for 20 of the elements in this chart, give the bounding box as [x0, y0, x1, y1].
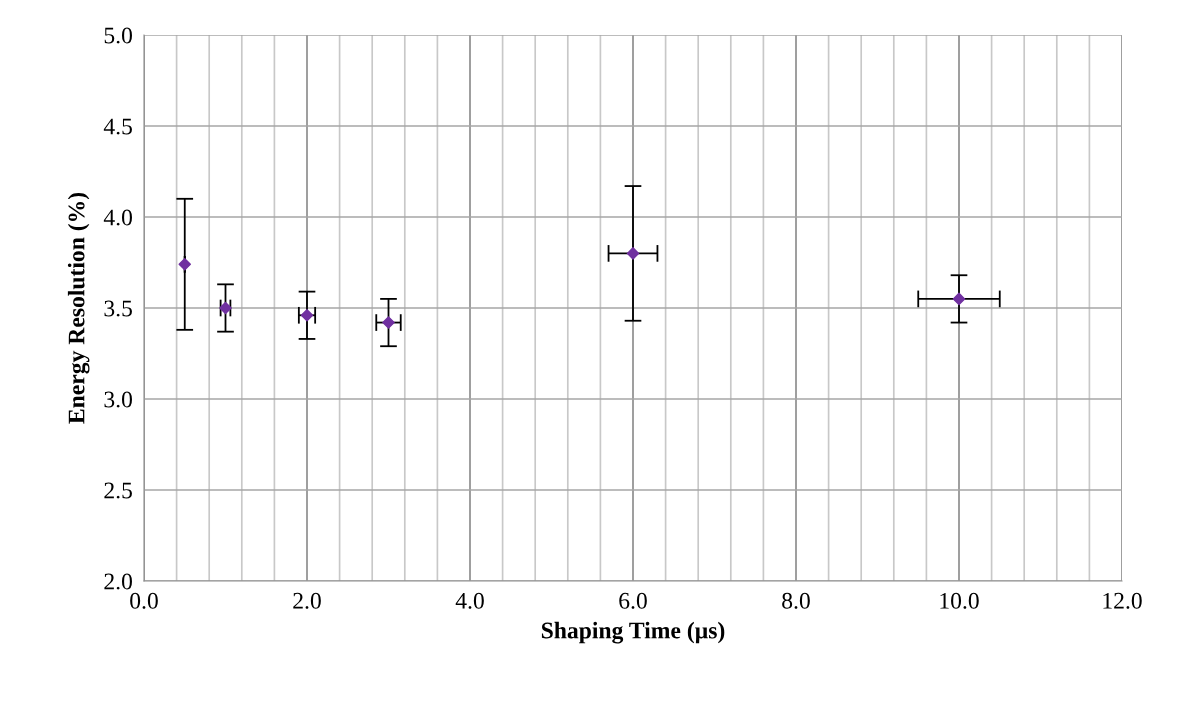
y-tick-label: 3.0 — [104, 391, 132, 408]
x-tick-label: 6.0 — [619, 592, 647, 609]
x-tick-label: 4.0 — [455, 592, 484, 609]
y-axis-title: Energy Resolution (%) — [67, 192, 90, 424]
x-axis-title: Shaping Time (µs) — [541, 621, 725, 644]
x-tick-label: 8.0 — [782, 592, 810, 609]
point — [382, 316, 395, 329]
x-tick-label: 12.0 — [1103, 592, 1142, 609]
x-tick-label: 0.0 — [130, 592, 158, 609]
y-tick-label: 4.0 — [103, 209, 132, 226]
y-tick-label: 5.0 — [104, 27, 132, 44]
y-tick-label: 4.5 — [103, 118, 132, 135]
x-tick-label: 2.0 — [293, 592, 321, 609]
point — [952, 292, 966, 306]
point — [626, 247, 640, 260]
y-tick-label: 2.0 — [104, 573, 132, 590]
y-tick-label: 3.5 — [104, 300, 132, 317]
y-tick-label: 2.5 — [104, 482, 132, 499]
x-tick-label: 10.0 — [940, 592, 979, 609]
point — [178, 258, 192, 271]
